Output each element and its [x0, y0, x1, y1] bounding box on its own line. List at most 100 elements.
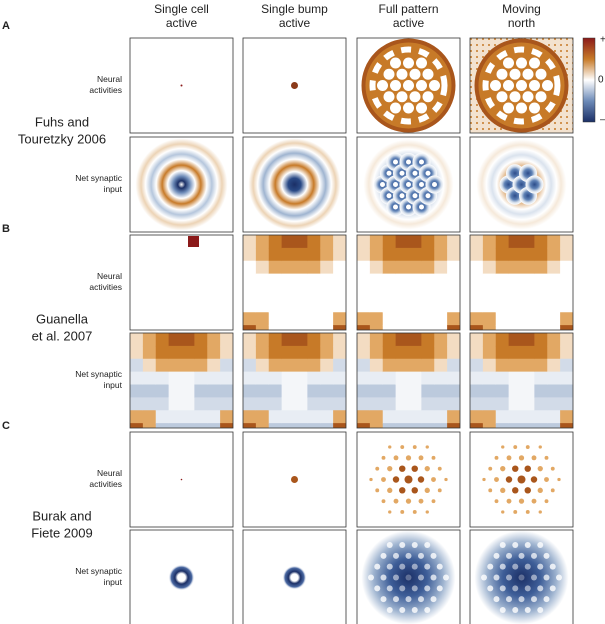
grid-cell — [255, 325, 270, 330]
activity-bump — [404, 475, 413, 484]
grid-cell — [547, 345, 561, 360]
activity-hole — [383, 91, 395, 103]
grid-cell — [194, 247, 208, 262]
grid-cell — [560, 325, 573, 330]
grid-cell — [434, 384, 448, 398]
activity-bump — [538, 510, 542, 514]
grid-cell — [207, 345, 221, 360]
grid-cell — [281, 397, 295, 411]
grid-cell — [168, 299, 182, 313]
grid-cell — [408, 260, 422, 275]
grid-cell — [281, 299, 295, 313]
grid-cell — [382, 384, 397, 398]
activity-bump — [375, 466, 380, 471]
grid-cell — [547, 325, 561, 330]
panel-image — [243, 137, 346, 232]
activity-bump — [544, 499, 549, 504]
panel-frame — [469, 234, 574, 331]
synaptic-hole — [380, 182, 385, 187]
synaptic-hole — [399, 542, 406, 549]
activity-hole — [390, 57, 401, 69]
grid-cell — [281, 286, 295, 300]
grid-cell — [357, 371, 371, 385]
activity-bump — [518, 498, 525, 504]
activity-bump — [512, 465, 519, 472]
grid-cell — [294, 325, 308, 330]
grid-cell — [421, 345, 435, 360]
grid-cell — [142, 371, 157, 385]
activity-bump — [550, 488, 555, 493]
panel-frame — [129, 529, 234, 624]
panel — [242, 234, 347, 331]
grid-cell — [207, 235, 221, 249]
grid-cell — [382, 397, 397, 411]
synaptic-hole — [499, 542, 506, 549]
synaptic-hole — [399, 585, 406, 592]
grid-cell — [357, 423, 371, 428]
grid-cell — [495, 247, 510, 262]
synaptic-hole — [543, 552, 550, 559]
grid-cell — [294, 397, 308, 411]
activity-hole — [377, 80, 388, 91]
grid-cell — [421, 410, 435, 424]
grid-cell — [421, 423, 435, 428]
panel — [129, 136, 234, 233]
column-header: Single cell — [154, 2, 209, 16]
grid-cell — [194, 384, 208, 398]
synaptic-hole — [399, 606, 406, 613]
grid-cell — [534, 299, 548, 313]
grid-cell — [534, 247, 548, 262]
grid-cell — [268, 345, 283, 360]
panel-frame — [129, 37, 234, 134]
grid-cell — [560, 312, 573, 326]
grid-cell — [220, 325, 233, 330]
grid-cell — [369, 371, 384, 385]
grid-cell — [268, 247, 283, 262]
activity-bump — [550, 466, 555, 471]
grid-cell — [130, 384, 144, 398]
grid-cell — [307, 384, 321, 398]
panel-image — [130, 235, 233, 330]
grid-cell — [294, 247, 308, 262]
synaptic-hole — [380, 574, 387, 581]
activity-hole — [503, 102, 514, 114]
grid-cell — [482, 333, 497, 347]
grid-cell — [470, 371, 484, 385]
grid-cell — [243, 325, 257, 330]
grid-cell — [447, 312, 460, 326]
grid-cell — [168, 384, 182, 398]
synaptic-hole — [405, 596, 412, 603]
activity-bump — [500, 487, 506, 493]
grid-cell — [320, 299, 334, 313]
synaptic-hole — [386, 170, 392, 176]
grid-cell — [307, 247, 321, 262]
grid-cell — [547, 273, 561, 287]
synaptic-hole — [543, 596, 550, 603]
grid-cell — [181, 410, 195, 424]
activity-bump — [369, 477, 373, 482]
row-label: Neural — [97, 271, 122, 281]
grid-cell — [333, 247, 346, 262]
grid-cell — [508, 260, 522, 275]
synaptic-hole — [499, 606, 506, 613]
grid-cell — [243, 358, 257, 373]
synaptic-hole — [393, 552, 399, 559]
grid-cell — [243, 273, 257, 287]
synaptic-hole — [493, 574, 500, 581]
grid-cell — [447, 410, 460, 424]
synaptic-hole — [411, 542, 418, 549]
grid-cell — [482, 358, 497, 373]
grid-cell — [207, 410, 221, 424]
grid-cell — [333, 384, 346, 398]
section-letter: C — [2, 420, 10, 432]
grid-cell — [369, 286, 384, 300]
activity-bump — [482, 477, 486, 482]
grid-cell — [142, 358, 157, 373]
synaptic-hole — [549, 585, 556, 592]
grid-cell — [447, 247, 460, 262]
grid-cell — [534, 384, 548, 398]
grid-cell — [294, 260, 308, 275]
grid-cell — [142, 235, 157, 249]
synaptic-hole — [512, 585, 519, 592]
synaptic-hole — [556, 574, 562, 581]
